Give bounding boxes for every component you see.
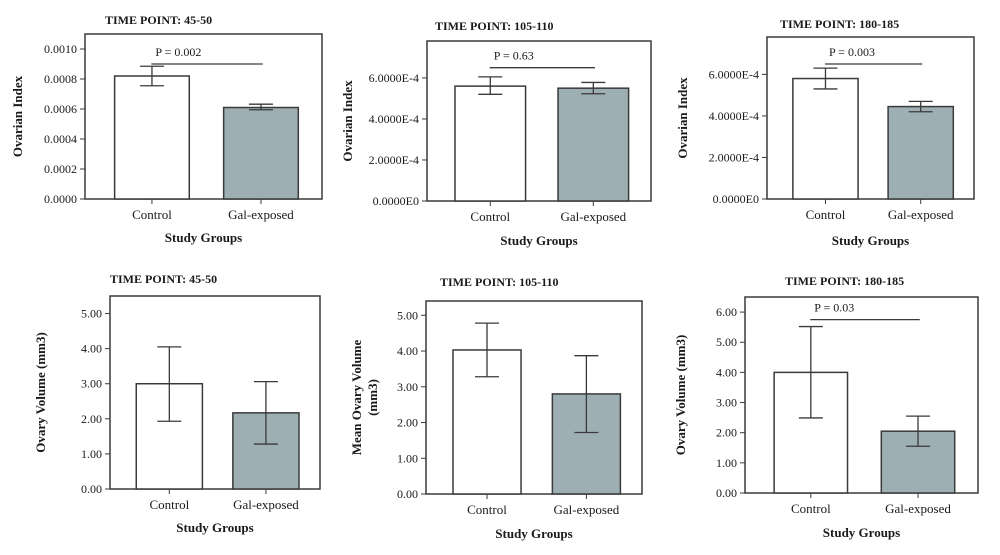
chart-panel-3: TIME POINT: 180-185 0.0000E0 2.0000E-4 4.00… — [675, 17, 975, 248]
plot-frame — [744, 296, 979, 494]
y-tick-label: 1.00 — [716, 456, 737, 470]
y-tick-label: 6.0000E-4 — [369, 71, 419, 85]
x-tick-label: Gal-exposed — [233, 497, 299, 512]
y-tick-label: 2.0000E-4 — [369, 153, 419, 167]
y-tick-label: 0.0004 — [44, 132, 77, 146]
bar-control — [454, 85, 527, 202]
x-tick-label: Gal-exposed — [888, 207, 954, 222]
plot-frame — [426, 40, 652, 202]
plot-frame — [109, 295, 321, 490]
chart-title: TIME POINT: 105-110 — [440, 275, 558, 289]
bar-control — [113, 75, 191, 200]
y-tick-label: 5.00 — [81, 307, 102, 321]
y-tick-label: 0.00 — [81, 482, 102, 496]
x-tick-label: Control — [791, 501, 831, 516]
y-axis-label: Mean Ovary Volume(mm3) — [349, 339, 380, 455]
y-tick-label: 2.00 — [397, 416, 418, 430]
x-axis-label: Study Groups — [832, 233, 909, 248]
chart-panel-6: TIME POINT: 180-185 0.00 1.00 2.00 3.00 4.00 5… — [673, 274, 979, 540]
x-axis-label: Study Groups — [500, 233, 577, 248]
x-tick-label: Gal-exposed — [560, 209, 626, 224]
y-tick-label: 4.0000E-4 — [709, 109, 759, 123]
p-value-label: P = 0.03 — [814, 301, 854, 315]
y-tick-label: 2.0000E-4 — [709, 150, 759, 164]
y-axis-label: Ovary Volume (mm3) — [673, 335, 688, 456]
x-axis-label: Study Groups — [165, 230, 242, 245]
y-tick-label: 0.0002 — [44, 162, 77, 176]
x-axis-label: Study Groups — [823, 525, 900, 540]
y-tick-label: 1.00 — [397, 451, 418, 465]
x-tick-label: Gal-exposed — [885, 501, 951, 516]
y-tick-label: 5.00 — [716, 335, 737, 349]
y-tick-label: 0.0010 — [44, 42, 77, 56]
plot-frame — [84, 33, 323, 200]
bar-gal-exposed — [557, 87, 630, 202]
y-axis-label: Ovary Volume (mm3) — [33, 332, 48, 453]
y-tick-label: 3.00 — [81, 377, 102, 391]
y-tick-label: 2.00 — [716, 426, 737, 440]
plot-frame — [425, 300, 643, 495]
y-tick-label: 4.00 — [716, 365, 737, 379]
x-axis-label: Study Groups — [495, 526, 572, 541]
chart-title: TIME POINT: 180-185 — [780, 17, 899, 31]
x-axis-label: Study Groups — [176, 520, 253, 535]
x-tick-label: Control — [132, 207, 172, 222]
chart-panel-2: TIME POINT: 105-110 0.0000E0 2.0000E-4 4.00… — [340, 19, 652, 248]
bar-gal-exposed — [222, 106, 300, 200]
y-tick-label: 0.0006 — [44, 102, 77, 116]
y-tick-label: 5.00 — [397, 308, 418, 322]
bar-gal-exposed — [887, 105, 955, 200]
y-tick-label: 0.0000E0 — [713, 192, 759, 206]
plot-frame — [766, 36, 975, 200]
x-tick-label: Control — [467, 502, 507, 517]
y-tick-label: 6.00 — [716, 305, 737, 319]
y-axis-label: Ovarian Index — [10, 75, 25, 157]
y-tick-label: 0.00 — [397, 487, 418, 501]
y-tick-label: 0.0000E0 — [373, 194, 419, 208]
y-tick-label: 3.00 — [397, 380, 418, 394]
y-tick-label: 4.0000E-4 — [369, 112, 419, 126]
chart-title: TIME POINT: 45-50 — [105, 13, 212, 27]
y-tick-label: 0.0000 — [44, 192, 77, 206]
bar-control — [792, 77, 859, 200]
x-tick-label: Gal-exposed — [228, 207, 294, 222]
p-value-label: P = 0.63 — [494, 49, 534, 63]
x-tick-label: Gal-exposed — [554, 502, 620, 517]
chart-title: TIME POINT: 45-50 — [110, 272, 217, 286]
y-tick-label: 0.00 — [716, 486, 737, 500]
y-axis-label: Ovarian Index — [340, 80, 355, 162]
chart-title: TIME POINT: 180-185 — [785, 274, 904, 288]
x-tick-label: Control — [149, 497, 189, 512]
y-tick-label: 1.00 — [81, 447, 102, 461]
x-tick-label: Control — [470, 209, 510, 224]
y-tick-label: 4.00 — [81, 342, 102, 356]
chart-panel-5: TIME POINT: 105-110 0.00 1.00 2.00 3.00 4.00 5… — [349, 275, 643, 541]
y-axis-label: Ovarian Index — [675, 77, 690, 159]
y-tick-label: 2.00 — [81, 412, 102, 426]
p-value-label: P = 0.002 — [155, 45, 201, 59]
chart-title: TIME POINT: 105-110 — [435, 19, 553, 33]
y-tick-label: 3.00 — [716, 396, 737, 410]
p-value-label: P = 0.003 — [829, 45, 875, 59]
y-tick-label: 4.00 — [397, 344, 418, 358]
y-tick-label: 0.0008 — [44, 72, 77, 86]
chart-panel-1: TIME POINT: 45-50 0.0000 0.0002 0.0004 0.000… — [10, 13, 323, 245]
chart-panel-4: TIME POINT: 45-50 0.00 1.00 2.00 3.00 4.00 5.0… — [33, 272, 321, 535]
y-tick-label: 6.0000E-4 — [709, 67, 759, 81]
x-tick-label: Control — [806, 207, 846, 222]
